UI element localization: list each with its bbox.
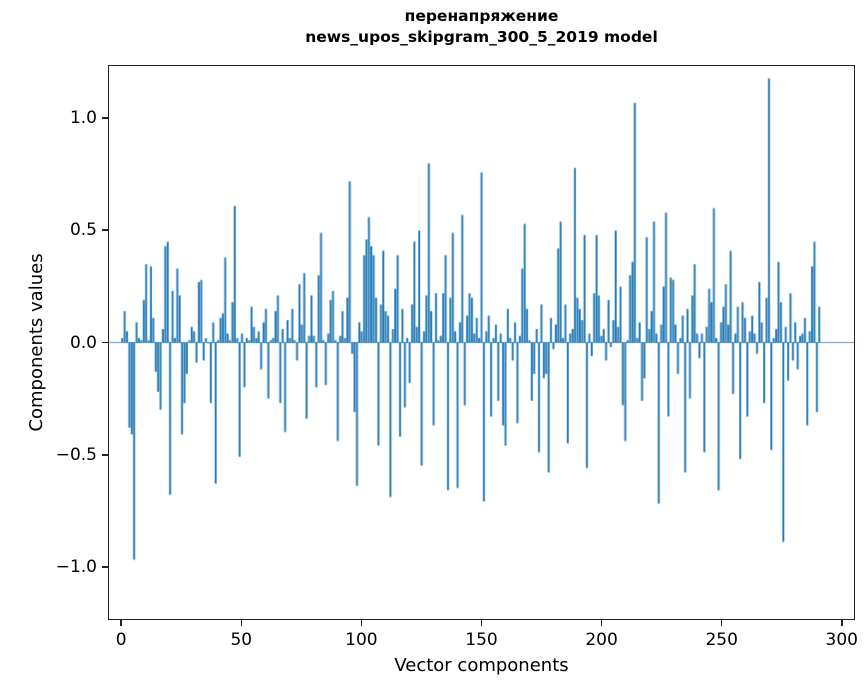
x-tick-mark: [480, 620, 483, 626]
x-tick-mark: [600, 620, 603, 626]
x-tick-label: 50: [230, 630, 253, 650]
y-tick-mark: [102, 229, 108, 231]
y-tick-mark: [102, 116, 108, 119]
bar-series-canvas: [109, 66, 854, 619]
x-tick-label: 150: [465, 630, 498, 650]
y-tick-mark: [102, 454, 108, 456]
y-tick-mark: [102, 566, 108, 568]
chart-title: перенапряжение news_upos_skipgram_300_5_…: [108, 6, 855, 48]
y-tick-label: −1.0: [55, 557, 97, 578]
y-tick-label: −0.5: [55, 444, 97, 465]
x-tick-label: 300: [825, 630, 859, 650]
y-tick-label: 1.0: [69, 107, 97, 128]
x-tick-mark: [840, 620, 843, 626]
x-tick-label: 100: [345, 630, 378, 650]
x-tick-mark: [720, 620, 723, 626]
y-axis-label: Components values: [26, 253, 47, 432]
x-tick-label: 0: [115, 630, 127, 650]
chart-title-line-2: news_upos_skipgram_300_5_2019 model: [305, 28, 658, 46]
x-tick-mark: [240, 620, 243, 626]
x-tick-mark: [360, 620, 363, 626]
x-tick-label: 200: [585, 630, 618, 650]
x-axis-label: Vector components: [394, 655, 569, 676]
x-tick-label: 250: [705, 630, 738, 650]
chart-title-line-1: перенапряжение: [404, 7, 559, 25]
plot-area: [108, 65, 855, 620]
y-tick-mark: [102, 341, 108, 344]
y-tick-label: 0.5: [69, 220, 97, 241]
y-tick-label: 0.0: [69, 332, 97, 353]
x-tick-mark: [120, 620, 122, 626]
